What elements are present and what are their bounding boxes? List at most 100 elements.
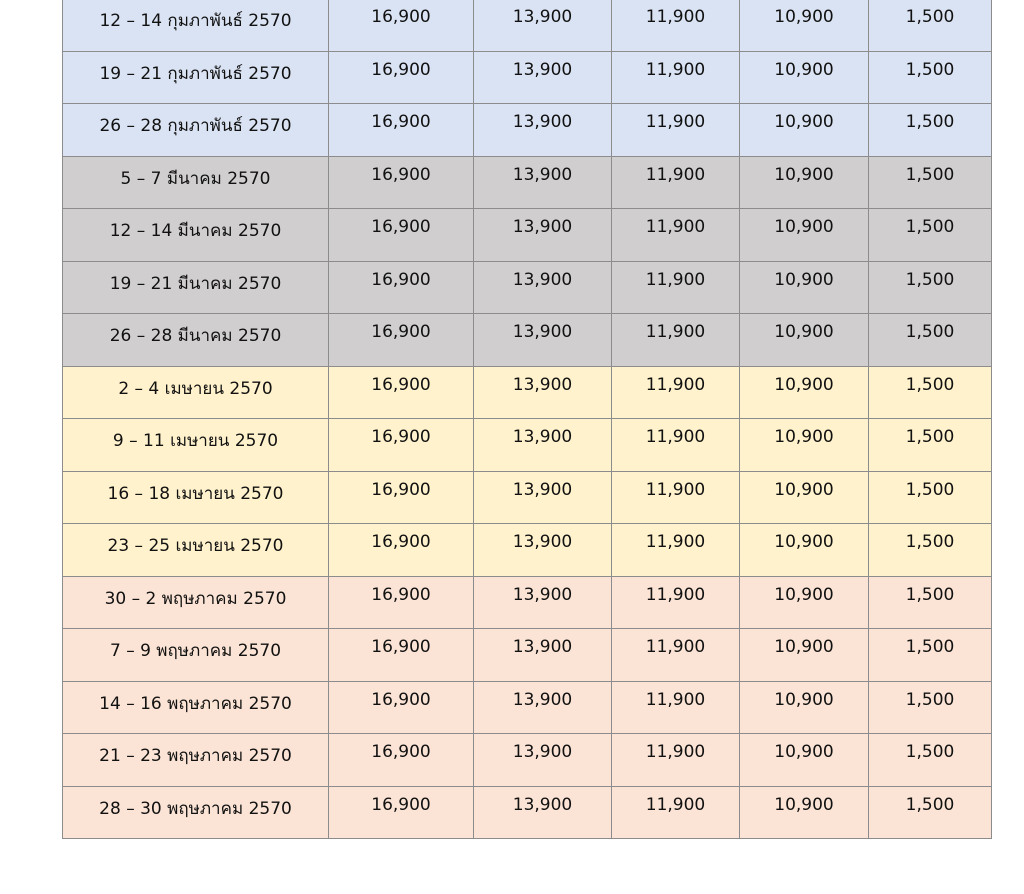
price-cell: 11,900 <box>611 733 740 787</box>
price-cell: 1,500 <box>868 365 992 419</box>
price-cell: 10,900 <box>739 785 869 839</box>
price-cell: 16,900 <box>328 418 474 472</box>
date-cell: 28 – 30 พฤษภาคม 2570 <box>62 785 329 839</box>
date-cell: 26 – 28 มีนาคม 2570 <box>62 313 329 367</box>
table-row: 16 – 18 เมษายน 2570 16,900 13,900 11,900 10,… <box>62 470 992 524</box>
price-cell: 10,900 <box>739 680 869 734</box>
price-cell: 13,900 <box>473 680 612 734</box>
price-cell: 10,900 <box>739 470 869 524</box>
price-cell: 1,500 <box>868 155 992 209</box>
price-cell: 1,500 <box>868 680 992 734</box>
price-cell: 1,500 <box>868 628 992 682</box>
table-row: 2 – 4 เมษายน 2570 16,900 13,900 11,900 10,90… <box>62 365 992 419</box>
price-cell: 10,900 <box>739 155 869 209</box>
price-cell: 16,900 <box>328 680 474 734</box>
price-cell: 1,500 <box>868 785 992 839</box>
price-cell: 10,900 <box>739 523 869 577</box>
price-cell: 16,900 <box>328 313 474 367</box>
price-cell: 16,900 <box>328 365 474 419</box>
price-cell: 11,900 <box>611 680 740 734</box>
price-cell: 1,500 <box>868 208 992 262</box>
date-cell: 7 – 9 พฤษภาคม 2570 <box>62 628 329 682</box>
table-row: 23 – 25 เมษายน 2570 16,900 13,900 11,900 10,… <box>62 523 992 577</box>
price-cell: 16,900 <box>328 628 474 682</box>
date-cell: 5 – 7 มีนาคม 2570 <box>62 155 329 209</box>
price-cell: 13,900 <box>473 733 612 787</box>
price-cell: 10,900 <box>739 313 869 367</box>
price-cell: 16,900 <box>328 785 474 839</box>
price-cell: 10,900 <box>739 733 869 787</box>
price-cell: 16,900 <box>328 260 474 314</box>
price-cell: 13,900 <box>473 418 612 472</box>
date-cell: 9 – 11 เมษายน 2570 <box>62 418 329 472</box>
table-row: 21 – 23 พฤษภาคม 2570 16,900 13,900 11,900 10… <box>62 733 992 787</box>
date-cell: 19 – 21 มีนาคม 2570 <box>62 260 329 314</box>
price-cell: 10,900 <box>739 50 869 104</box>
price-cell: 1,500 <box>868 575 992 629</box>
price-cell: 1,500 <box>868 0 992 52</box>
price-cell: 16,900 <box>328 523 474 577</box>
price-cell: 1,500 <box>868 313 992 367</box>
price-cell: 11,900 <box>611 103 740 157</box>
date-cell: 30 – 2 พฤษภาคม 2570 <box>62 575 329 629</box>
date-cell: 2 – 4 เมษายน 2570 <box>62 365 329 419</box>
price-cell: 11,900 <box>611 785 740 839</box>
price-cell: 16,900 <box>328 733 474 787</box>
price-cell: 10,900 <box>739 103 869 157</box>
table-row: 19 – 21 มีนาคม 2570 16,900 13,900 11,900 10,… <box>62 260 992 314</box>
table-row: 5 – 7 มีนาคม 2570 16,900 13,900 11,900 10,90… <box>62 155 992 209</box>
price-cell: 13,900 <box>473 575 612 629</box>
table-row: 30 – 2 พฤษภาคม 2570 16,900 13,900 11,900 10,… <box>62 575 992 629</box>
price-cell: 1,500 <box>868 103 992 157</box>
price-cell: 10,900 <box>739 0 869 52</box>
date-cell: 16 – 18 เมษายน 2570 <box>62 470 329 524</box>
price-cell: 1,500 <box>868 523 992 577</box>
table-body: 12 – 14 กุมภาพันธ์ 2570 16,900 13,900 11,90… <box>62 0 992 839</box>
table-row: 9 – 11 เมษายน 2570 16,900 13,900 11,900 10,9… <box>62 418 992 472</box>
table-row: 14 – 16 พฤษภาคม 2570 16,900 13,900 11,900 10… <box>62 680 992 734</box>
price-cell: 10,900 <box>739 628 869 682</box>
price-cell: 13,900 <box>473 155 612 209</box>
price-cell: 16,900 <box>328 575 474 629</box>
price-cell: 13,900 <box>473 260 612 314</box>
price-cell: 16,900 <box>328 155 474 209</box>
date-cell: 12 – 14 กุมภาพันธ์ 2570 <box>62 0 329 52</box>
price-cell: 1,500 <box>868 260 992 314</box>
price-cell: 16,900 <box>328 50 474 104</box>
price-cell: 1,500 <box>868 470 992 524</box>
price-cell: 11,900 <box>611 575 740 629</box>
price-cell: 1,500 <box>868 733 992 787</box>
table-row: 7 – 9 พฤษภาคม 2570 16,900 13,900 11,900 10,9… <box>62 628 992 682</box>
price-cell: 11,900 <box>611 0 740 52</box>
price-cell: 16,900 <box>328 0 474 52</box>
date-cell: 23 – 25 เมษายน 2570 <box>62 523 329 577</box>
price-cell: 10,900 <box>739 575 869 629</box>
price-cell: 10,900 <box>739 418 869 472</box>
price-cell: 10,900 <box>739 208 869 262</box>
price-cell: 13,900 <box>473 208 612 262</box>
price-cell: 11,900 <box>611 155 740 209</box>
price-table: 12 – 14 กุมภาพันธ์ 2570 16,900 13,900 11,90… <box>62 0 992 839</box>
date-cell: 26 – 28 กุมภาพันธ์ 2570 <box>62 103 329 157</box>
date-cell: 21 – 23 พฤษภาคม 2570 <box>62 733 329 787</box>
date-cell: 12 – 14 มีนาคม 2570 <box>62 208 329 262</box>
price-cell: 13,900 <box>473 523 612 577</box>
date-cell: 19 – 21 กุมภาพันธ์ 2570 <box>62 50 329 104</box>
table-row: 28 – 30 พฤษภาคม 2570 16,900 13,900 11,900 10… <box>62 785 992 839</box>
price-cell: 13,900 <box>473 103 612 157</box>
price-cell: 1,500 <box>868 418 992 472</box>
price-cell: 16,900 <box>328 470 474 524</box>
price-cell: 11,900 <box>611 208 740 262</box>
price-cell: 10,900 <box>739 260 869 314</box>
table-row: 12 – 14 กุมภาพันธ์ 2570 16,900 13,900 11,90… <box>62 0 992 52</box>
price-cell: 13,900 <box>473 365 612 419</box>
price-cell: 16,900 <box>328 103 474 157</box>
price-cell: 13,900 <box>473 470 612 524</box>
price-cell: 11,900 <box>611 260 740 314</box>
price-cell: 16,900 <box>328 208 474 262</box>
price-cell: 13,900 <box>473 313 612 367</box>
price-cell: 1,500 <box>868 50 992 104</box>
price-cell: 13,900 <box>473 50 612 104</box>
